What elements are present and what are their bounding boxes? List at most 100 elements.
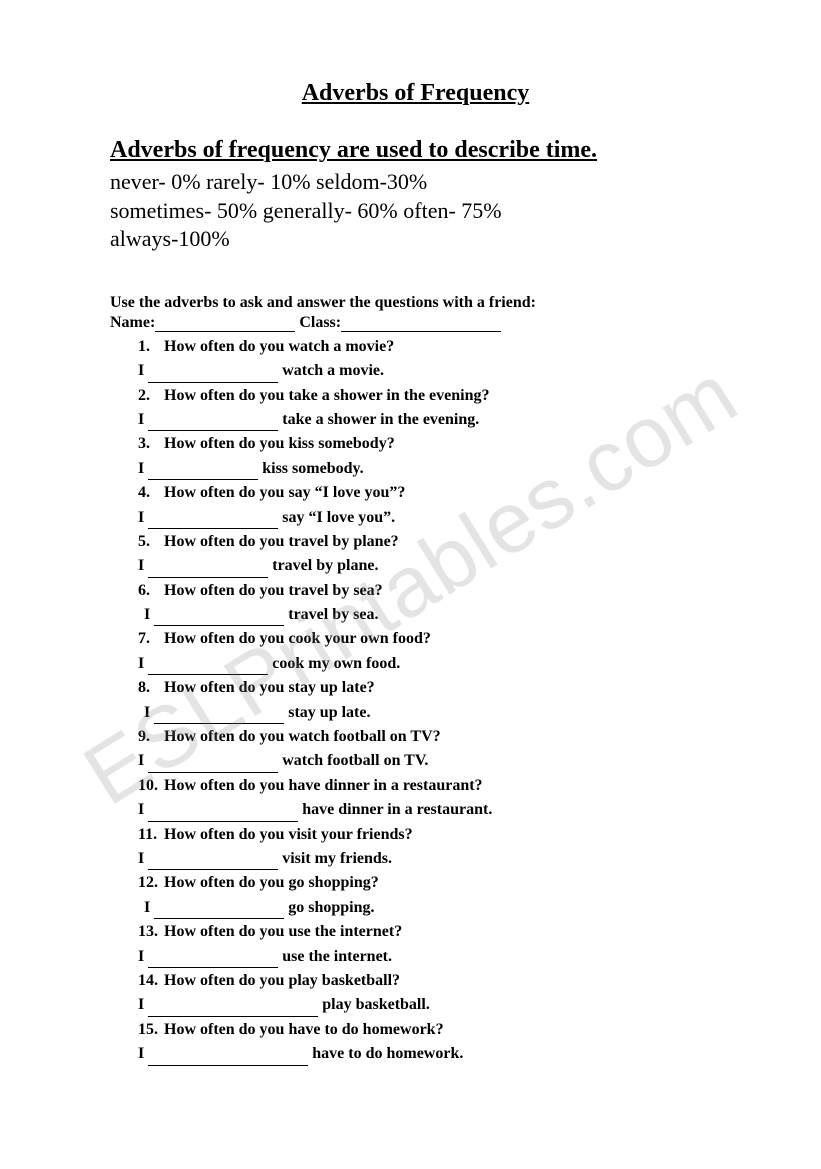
answer-prefix: I xyxy=(138,557,148,574)
question-number: 10. xyxy=(138,775,160,797)
question-13: 13. How often do you use the internet? xyxy=(138,921,721,943)
adverb-line-1: never- 0% rarely- 10% seldom-30% xyxy=(110,168,721,197)
answer-blank[interactable] xyxy=(154,905,284,919)
answer-blank[interactable] xyxy=(148,808,298,822)
adverb-list: never- 0% rarely- 10% seldom-30% sometim… xyxy=(110,168,721,254)
question-text: How often do you kiss somebody? xyxy=(160,435,395,452)
answer-blank[interactable] xyxy=(148,515,278,529)
answer-suffix: use the internet. xyxy=(278,948,392,965)
answer-suffix: travel by plane. xyxy=(268,557,378,574)
answer-prefix: I xyxy=(138,655,148,672)
question-11: 11. How often do you visit your friends? xyxy=(138,824,721,846)
question-12: 12. How often do you go shopping? xyxy=(138,872,721,894)
question-number: 5. xyxy=(138,531,160,553)
answer-blank[interactable] xyxy=(148,759,278,773)
question-number: 3. xyxy=(138,433,160,455)
answer-blank[interactable] xyxy=(148,856,278,870)
question-3: 3. How often do you kiss somebody? xyxy=(138,433,721,455)
answer-13: I use the internet. xyxy=(138,946,721,968)
question-number: 12. xyxy=(138,872,160,894)
question-number: 14. xyxy=(138,970,160,992)
question-text: How often do you visit your friends? xyxy=(160,826,413,843)
question-number: 11. xyxy=(138,824,160,846)
answer-4: I say “I love you”. xyxy=(138,507,721,529)
question-number: 1. xyxy=(138,336,160,358)
answer-prefix: I xyxy=(138,362,148,379)
name-blank[interactable] xyxy=(155,318,295,332)
page-title: Adverbs of Frequency xyxy=(110,80,721,107)
answer-blank[interactable] xyxy=(148,369,278,383)
answer-prefix: I xyxy=(138,752,148,769)
subtitle: Adverbs of frequency are used to describ… xyxy=(110,137,721,164)
answer-blank[interactable] xyxy=(154,710,284,724)
answer-1: I watch a movie. xyxy=(138,360,721,382)
answer-suffix: kiss somebody. xyxy=(258,460,363,477)
answer-blank[interactable] xyxy=(148,564,268,578)
answer-suffix: watch football on TV. xyxy=(278,752,428,769)
question-number: 15. xyxy=(138,1019,160,1041)
question-text: How often do you travel by sea? xyxy=(160,582,383,599)
answer-suffix: cook my own food. xyxy=(268,655,400,672)
answer-suffix: watch a movie. xyxy=(278,362,384,379)
question-text: How often do you watch football on TV? xyxy=(160,728,441,745)
question-6: 6. How often do you travel by sea? xyxy=(138,580,721,602)
question-9: 9. How often do you watch football on TV… xyxy=(138,726,721,748)
answer-6: I travel by sea. xyxy=(138,604,721,626)
answer-suffix: go shopping. xyxy=(284,899,374,916)
answer-prefix: I xyxy=(144,606,154,623)
answer-blank[interactable] xyxy=(148,954,278,968)
answer-prefix: I xyxy=(138,948,148,965)
answer-suffix: have to do homework. xyxy=(308,1045,463,1062)
answer-prefix: I xyxy=(138,509,148,526)
answer-14: I play basketball. xyxy=(138,994,721,1016)
question-text: How often do you take a shower in the ev… xyxy=(160,387,490,404)
answer-10: I have dinner in a restaurant. xyxy=(138,799,721,821)
question-8: 8. How often do you stay up late? xyxy=(138,677,721,699)
question-number: 4. xyxy=(138,482,160,504)
name-label: Name: xyxy=(110,314,155,331)
answer-blank[interactable] xyxy=(154,612,284,626)
question-15: 15. How often do you have to do homework… xyxy=(138,1019,721,1041)
answer-11: I visit my friends. xyxy=(138,848,721,870)
answer-suffix: take a shower in the evening. xyxy=(278,411,479,428)
answer-blank[interactable] xyxy=(148,1052,308,1066)
question-text: How often do you travel by plane? xyxy=(160,533,399,550)
question-text: How often do you cook your own food? xyxy=(160,630,431,647)
instructions: Use the adverbs to ask and answer the qu… xyxy=(110,294,721,312)
question-number: 8. xyxy=(138,677,160,699)
answer-prefix: I xyxy=(138,411,148,428)
question-10: 10. How often do you have dinner in a re… xyxy=(138,775,721,797)
adverb-line-2: sometimes- 50% generally- 60% often- 75% xyxy=(110,197,721,226)
answer-blank[interactable] xyxy=(148,417,278,431)
answer-prefix: I xyxy=(138,850,148,867)
question-text: How often do you have to do homework? xyxy=(160,1021,444,1038)
answer-blank[interactable] xyxy=(148,661,268,675)
adverb-line-3: always-100% xyxy=(110,225,721,254)
answer-suffix: visit my friends. xyxy=(278,850,392,867)
answer-prefix: I xyxy=(144,899,154,916)
question-text: How often do you have dinner in a restau… xyxy=(160,777,483,794)
class-blank[interactable] xyxy=(341,318,501,332)
class-label: Class: xyxy=(299,314,341,331)
answer-suffix: have dinner in a restaurant. xyxy=(298,801,492,818)
question-number: 7. xyxy=(138,628,160,650)
question-4: 4. How often do you say “I love you”? xyxy=(138,482,721,504)
question-text: How often do you stay up late? xyxy=(160,679,375,696)
answer-5: I travel by plane. xyxy=(138,555,721,577)
question-5: 5. How often do you travel by plane? xyxy=(138,531,721,553)
question-text: How often do you watch a movie? xyxy=(160,338,394,355)
question-number: 13. xyxy=(138,921,160,943)
answer-blank[interactable] xyxy=(148,466,258,480)
answer-prefix: I xyxy=(138,460,148,477)
question-text: How often do you use the internet? xyxy=(160,923,402,940)
answer-3: I kiss somebody. xyxy=(138,458,721,480)
answer-suffix: say “I love you”. xyxy=(278,509,395,526)
answer-suffix: play basketball. xyxy=(318,996,430,1013)
answer-prefix: I xyxy=(138,801,148,818)
question-7: 7. How often do you cook your own food? xyxy=(138,628,721,650)
question-text: How often do you say “I love you”? xyxy=(160,484,405,501)
answer-blank[interactable] xyxy=(148,1003,318,1017)
question-number: 9. xyxy=(138,726,160,748)
answer-9: I watch football on TV. xyxy=(138,750,721,772)
answer-15: I have to do homework. xyxy=(138,1043,721,1065)
